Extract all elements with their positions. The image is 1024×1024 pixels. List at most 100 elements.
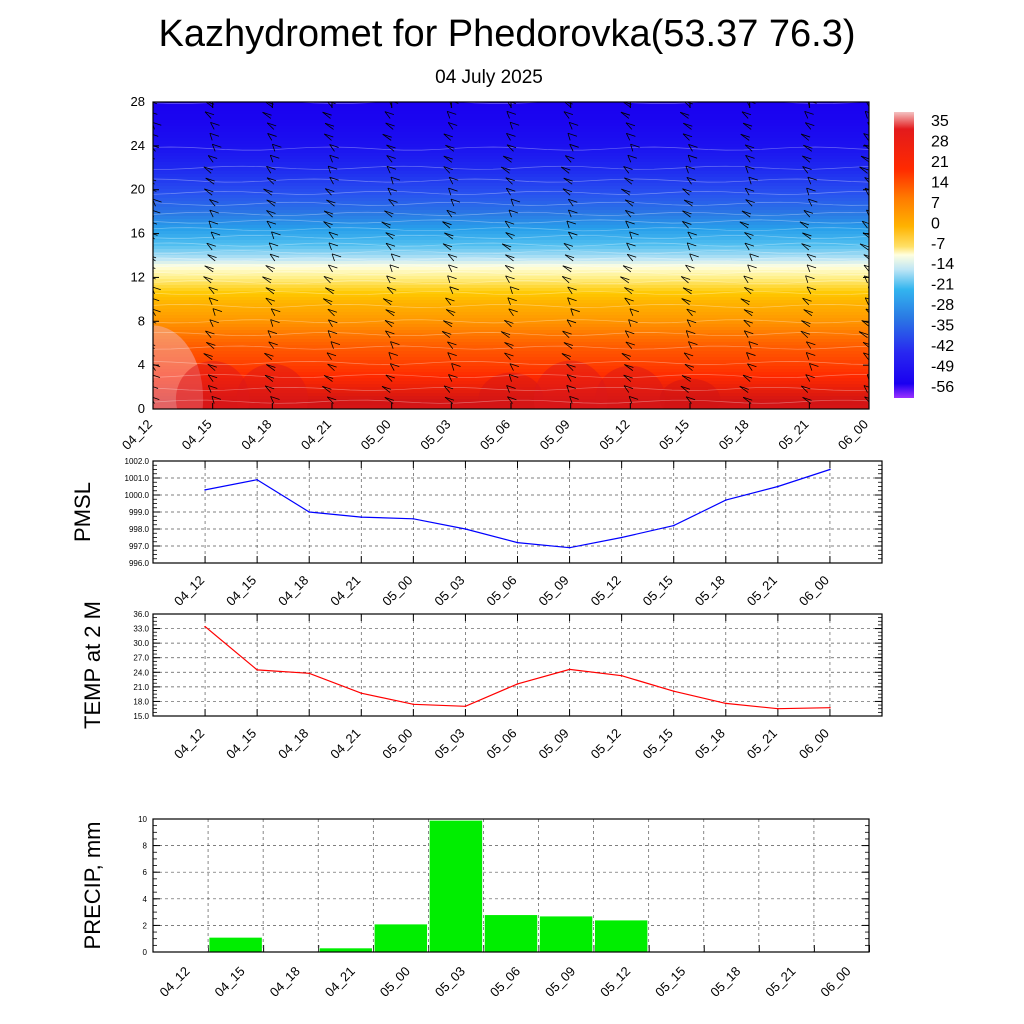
wind-barb (265, 297, 275, 306)
barb-staff (805, 275, 809, 284)
temperature-band (153, 141, 869, 145)
temperature-band (153, 258, 869, 262)
x-tick-label: 04_15 (223, 573, 259, 609)
barb-flag (266, 177, 277, 182)
temp-point (256, 669, 258, 671)
wind-barb (384, 111, 395, 119)
wind-barb (327, 165, 338, 174)
barb-staff (327, 363, 335, 371)
plot-frame (152, 613, 883, 717)
wind-barb (799, 221, 810, 229)
barb-staff (561, 276, 570, 284)
wind-barb (747, 264, 757, 273)
barb-staff (381, 221, 391, 229)
x-tick-label: 04_12 (171, 573, 207, 609)
barb-staff (680, 276, 689, 284)
barb-staff (501, 243, 511, 251)
barb-staff (327, 308, 335, 317)
barb-staff (266, 166, 272, 174)
barb-flag (563, 243, 574, 247)
barb-staff (385, 242, 392, 251)
barb-staff (630, 144, 634, 152)
barb-flag (205, 177, 215, 182)
barb-staff (566, 374, 572, 382)
barb-flag (505, 232, 515, 236)
wind-barb (505, 187, 516, 196)
wind-barb (680, 276, 691, 284)
wind-barb (323, 375, 334, 382)
barb-flag (743, 309, 754, 313)
barb-flag (153, 122, 162, 126)
barb-staff (385, 122, 394, 130)
barb-staff (686, 319, 691, 327)
temperature-band (153, 231, 869, 235)
wind-barb (807, 176, 817, 185)
temperature-band (153, 306, 869, 310)
wind-barb (324, 188, 335, 196)
isotherm-line (153, 280, 869, 285)
wind-barb (385, 309, 395, 317)
y-tick-label: 996.0 (129, 559, 150, 568)
temperature-band (153, 315, 869, 319)
barb-flag (802, 232, 812, 237)
barb-flag (508, 308, 518, 313)
barb-flag (506, 144, 517, 149)
barb-flag (802, 166, 812, 170)
barb-staff (390, 341, 394, 349)
temperature-band (153, 129, 869, 133)
barb-staff (859, 243, 869, 251)
wind-barb (801, 243, 811, 251)
wind-barb (568, 121, 579, 130)
temperature-band (153, 267, 869, 271)
barb-staff (262, 111, 272, 119)
barb-flag (446, 209, 456, 214)
barb-staff (802, 166, 809, 174)
wind-barb (807, 198, 818, 207)
temp-point (620, 674, 623, 677)
temperature-band (153, 189, 869, 193)
wind-barb (323, 210, 334, 218)
barb-staff (505, 177, 513, 185)
x-tick-label: 05_18 (692, 726, 728, 762)
barb-flag (685, 165, 695, 170)
wind-barb (507, 396, 517, 404)
wind-barb (861, 220, 869, 229)
barb-flag (806, 352, 816, 356)
wind-barb (268, 242, 279, 251)
barb-flag (561, 353, 572, 357)
barb-staff (266, 122, 275, 130)
wind-barb (505, 177, 515, 185)
barb-staff (450, 198, 455, 207)
temperature-colorbar: 35 28 21 14 7 0 -7 -14 -21 -28 -35 -42 -49 -56 (894, 112, 954, 398)
barb-flag (445, 297, 455, 302)
barb-staff (681, 375, 691, 382)
wind-barb (742, 122, 753, 130)
wind-barb (868, 199, 869, 200)
colorbar-label: 21 (931, 154, 949, 171)
temperature-band (153, 366, 869, 370)
barb-flag (864, 177, 869, 180)
barb-staff (802, 155, 811, 163)
barb-flag (448, 122, 458, 126)
y-tick-label: 20 (131, 182, 145, 197)
wind-barb (739, 221, 749, 229)
barb-staff (507, 297, 511, 305)
temperature-band (153, 165, 869, 169)
wind-barb (625, 209, 635, 218)
y-axis-label: TEMP at 2 M (80, 601, 105, 729)
barb-flag (153, 397, 160, 400)
barb-staff (864, 177, 869, 184)
barb-staff (150, 298, 152, 305)
barb-staff (802, 397, 812, 404)
x-tick-label: 05_12 (597, 964, 633, 1000)
wind-barb (688, 341, 698, 349)
barb-flag (505, 275, 515, 280)
wind-barb (740, 133, 750, 141)
barb-flag (741, 210, 752, 215)
barb-staff (807, 198, 813, 207)
barb-flag (509, 121, 520, 126)
barb-staff (800, 133, 810, 141)
barb-staff (505, 232, 513, 240)
barb-staff (626, 242, 631, 251)
